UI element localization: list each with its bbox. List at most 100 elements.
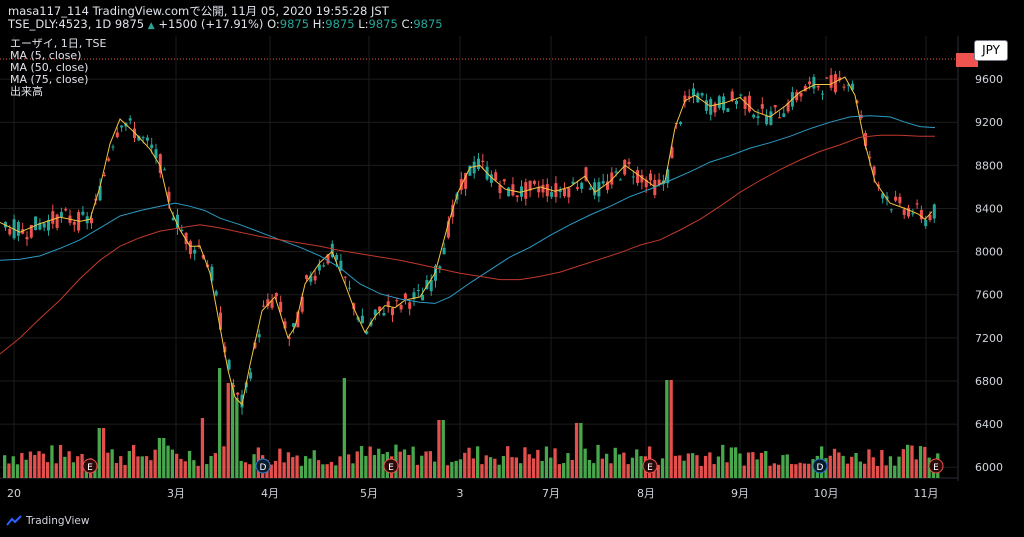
volume-bar	[764, 451, 768, 478]
candle-body	[8, 228, 12, 235]
volume-bar	[721, 444, 725, 478]
volume-bar	[458, 459, 463, 478]
volume-bar	[536, 449, 540, 478]
candle-body	[511, 184, 515, 196]
volume-bar	[540, 460, 544, 478]
candle-body	[283, 321, 287, 329]
volume-bar	[355, 451, 359, 478]
volume-bar	[639, 456, 643, 478]
close-value: 9875	[413, 17, 443, 31]
volume-bar	[308, 458, 312, 478]
volume-bar	[708, 452, 712, 478]
volume-bar	[725, 462, 729, 478]
volume-bar	[863, 463, 867, 478]
x-tick-label: 11月	[914, 487, 939, 500]
candle-body	[898, 196, 902, 204]
candle-body	[72, 222, 76, 225]
volume-bar	[3, 455, 7, 478]
x-tick-label: 7月	[542, 487, 560, 500]
candle-body	[833, 74, 837, 93]
candle-body	[257, 334, 261, 338]
volume-bar	[359, 446, 364, 478]
candle-body	[550, 192, 554, 197]
candle-body	[709, 99, 713, 115]
candle-body	[502, 179, 506, 182]
candle-body	[167, 191, 171, 202]
legend-volume[interactable]: 出来高	[10, 85, 43, 98]
volume-bar	[729, 447, 733, 478]
candle-body	[554, 183, 558, 197]
plot-area	[0, 36, 958, 478]
volume-bar	[802, 463, 807, 478]
candle-body	[128, 118, 132, 121]
tradingview-brand[interactable]: TradingView	[6, 515, 89, 527]
candle-body	[606, 181, 609, 190]
candle-body	[735, 100, 738, 105]
volume-bar	[798, 462, 802, 478]
x-tick-label: 5月	[360, 487, 378, 500]
x-tick-label: 10月	[814, 487, 839, 500]
candle-body	[120, 125, 124, 128]
candle-body	[778, 117, 781, 119]
candle-body	[851, 83, 855, 90]
volume-bar	[691, 453, 695, 478]
candle-body	[683, 95, 687, 103]
volume-bar	[626, 464, 630, 478]
volume-bar	[312, 450, 316, 478]
candle-body	[829, 75, 833, 88]
volume-bar	[321, 464, 325, 478]
candle-body	[141, 137, 145, 139]
candle-body	[25, 236, 29, 240]
volume-bar	[609, 463, 613, 478]
volume-bar	[871, 457, 875, 478]
candle-body	[300, 296, 304, 312]
candle-body	[322, 265, 326, 267]
volume-bar	[789, 464, 794, 478]
volume-bar	[175, 453, 179, 478]
currency-button[interactable]: JPY	[974, 40, 1008, 61]
candle-body	[171, 217, 175, 220]
legend-ma50[interactable]: MA (50, close)	[10, 61, 89, 74]
candle-body	[352, 303, 356, 309]
volume-bar	[549, 457, 553, 478]
volume-bar	[678, 455, 682, 478]
candle-body	[627, 161, 631, 164]
candle-body	[907, 207, 910, 217]
candle-body	[395, 300, 399, 302]
volume-bar	[248, 464, 252, 478]
candle-body	[201, 255, 205, 259]
volume-bar	[157, 438, 162, 478]
legend-ma5[interactable]: MA (5, close)	[10, 49, 82, 62]
volume-bar	[592, 463, 596, 478]
candle-body	[825, 77, 829, 79]
candle-body	[429, 280, 433, 292]
legend-ma75[interactable]: MA (75, close)	[10, 73, 89, 86]
candle-body	[378, 306, 382, 311]
candle-body	[47, 220, 50, 231]
candle-body	[55, 214, 59, 228]
volume-bar	[140, 456, 144, 478]
candle-body	[765, 115, 769, 125]
volume-bar	[686, 453, 690, 478]
volume-bar	[411, 446, 415, 478]
legend-symbol[interactable]: エーザイ, 1日, TSE	[10, 37, 107, 50]
candle-body	[670, 147, 674, 159]
candle-body	[292, 323, 296, 328]
candle-body	[928, 214, 932, 221]
candle-body	[365, 331, 369, 334]
volume-bar	[295, 455, 299, 478]
candle-body	[339, 260, 343, 271]
volume-bar	[33, 455, 37, 478]
last-price-flag	[956, 53, 978, 67]
volume-bar	[531, 458, 536, 478]
volume-bar	[28, 451, 33, 478]
volume-bar	[450, 461, 454, 478]
volume-bar	[630, 457, 635, 478]
volume-bar	[316, 460, 321, 478]
candle-body	[679, 122, 683, 125]
candle-body	[184, 232, 188, 245]
candle-body	[769, 111, 773, 125]
candle-body	[274, 293, 278, 297]
candle-body	[29, 224, 33, 238]
